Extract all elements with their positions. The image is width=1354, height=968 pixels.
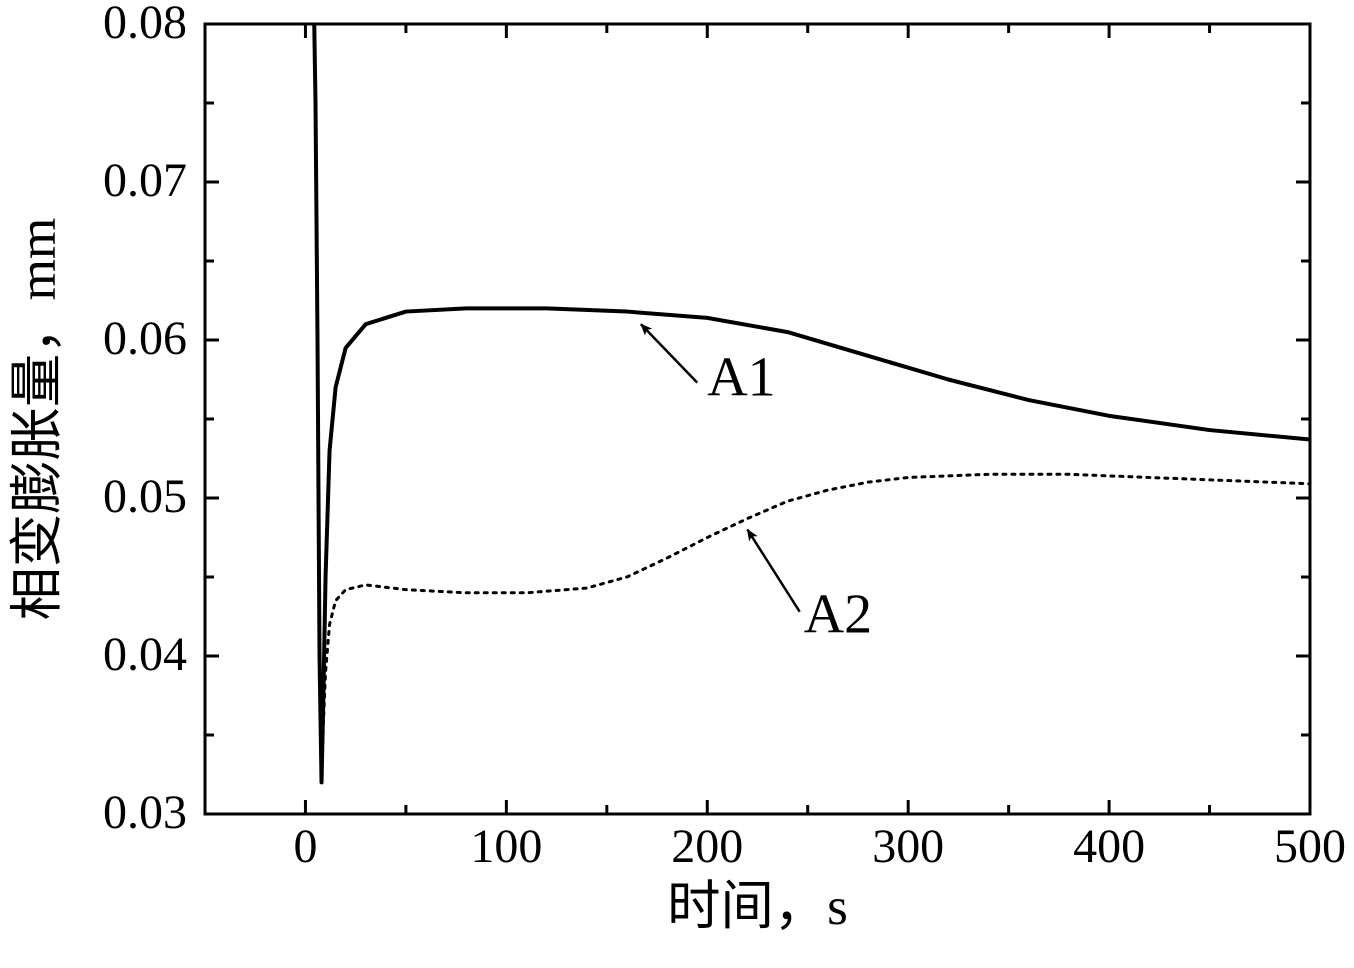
expansion-vs-time-chart: 0 100 200 300 400 500 0.03 0.04 0.05 0.06 0.07 0.08… [0,0,1354,968]
chart-svg: 0 100 200 300 400 500 0.03 0.04 0.05 0.06 0.07 0.08… [0,0,1354,968]
x-tick-label: 300 [872,820,944,873]
y-axis-label: 相变膨胀量，mm [7,218,67,621]
x-tick-label: 0 [293,820,317,873]
y-tick-label: 0.07 [103,154,187,207]
x-tick-label: 100 [470,820,542,873]
y-tick-label: 0.08 [103,0,187,49]
x-axis-label: 时间，s [667,876,848,936]
annotation-label-A2: A2 [804,583,872,645]
y-tick-label: 0.06 [103,312,187,365]
x-tick-label: 500 [1274,820,1346,873]
annotation-label-A1: A1 [707,346,775,408]
y-tick-label: 0.04 [103,628,187,681]
y-tick-label: 0.03 [103,786,187,839]
x-tick-label: 400 [1073,820,1145,873]
y-tick-label: 0.05 [103,470,187,523]
x-tick-label: 200 [671,820,743,873]
